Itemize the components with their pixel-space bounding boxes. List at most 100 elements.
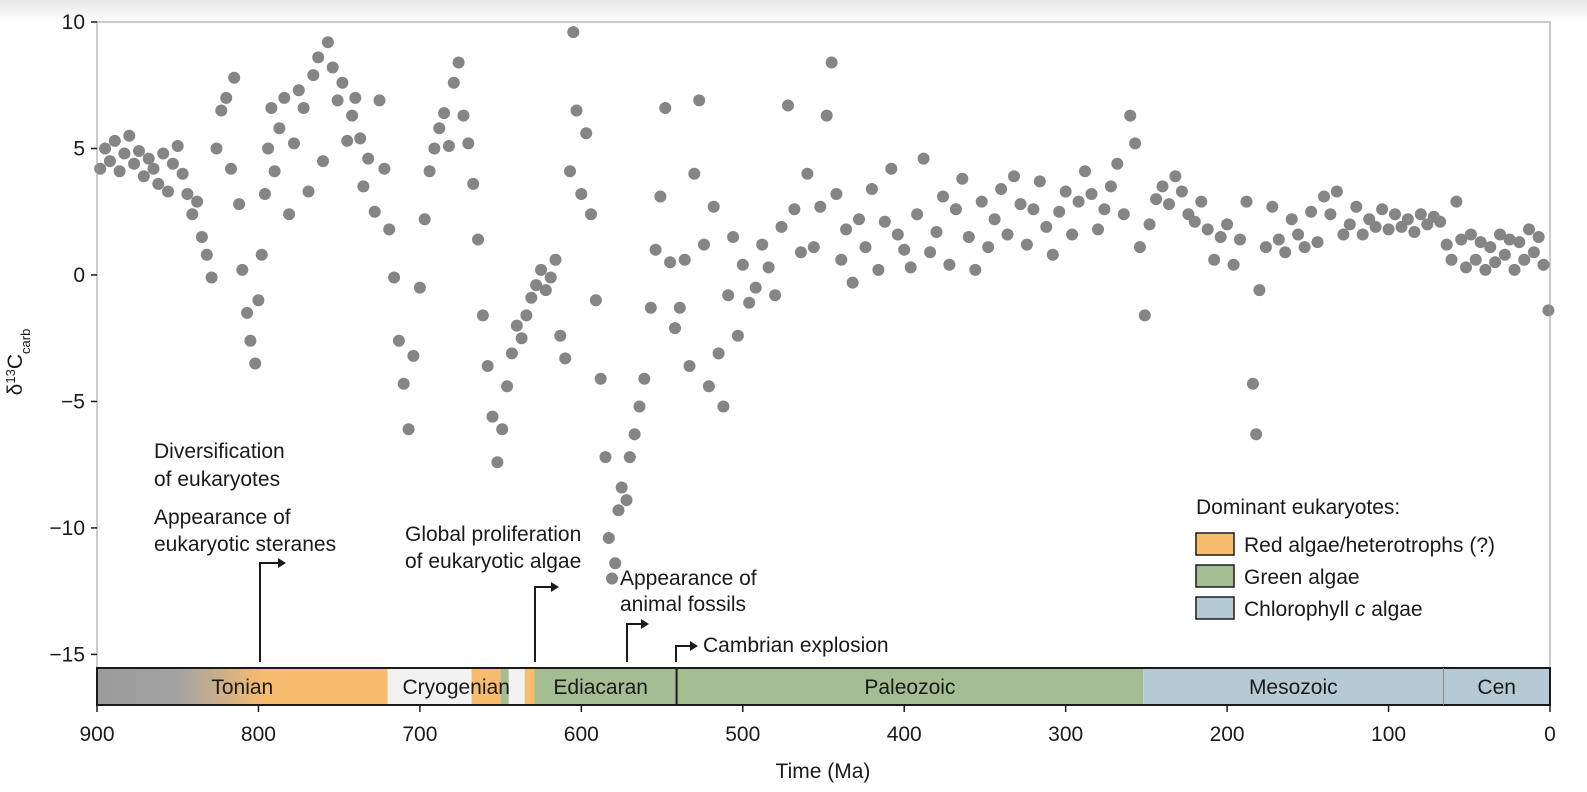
data-point-197 xyxy=(1111,157,1124,170)
data-point-47 xyxy=(307,69,320,82)
data-point-4 xyxy=(113,165,126,178)
data-point-221 xyxy=(1253,284,1266,297)
data-point-97 xyxy=(549,253,562,266)
data-point-242 xyxy=(1389,208,1401,221)
legend-title: Dominant eukaryotes: xyxy=(1196,496,1400,519)
x-axis-title: Time (Ma) xyxy=(776,760,871,783)
data-point-88 xyxy=(505,347,518,360)
data-point-155 xyxy=(840,223,853,236)
data-point-167 xyxy=(917,152,930,165)
data-point-245 xyxy=(1408,226,1421,238)
data-point-49 xyxy=(317,155,329,168)
data-point-260 xyxy=(1489,256,1502,269)
data-point-145 xyxy=(782,99,794,112)
data-point-187 xyxy=(1046,248,1059,261)
data-point-165 xyxy=(904,261,917,274)
data-point-82 xyxy=(476,309,489,322)
data-point-40 xyxy=(273,122,286,135)
data-point-212 xyxy=(1201,223,1214,236)
data-point-207 xyxy=(1169,170,1182,183)
data-point-180 xyxy=(1001,228,1014,241)
data-point-99 xyxy=(559,352,572,365)
data-point-203 xyxy=(1143,218,1156,231)
data-point-173 xyxy=(956,172,969,185)
data-point-31 xyxy=(241,306,254,319)
data-point-48 xyxy=(312,51,325,64)
data-point-70 xyxy=(418,213,431,226)
data-point-158 xyxy=(859,241,872,254)
data-point-113 xyxy=(615,481,628,494)
data-point-240 xyxy=(1376,203,1389,216)
data-point-134 xyxy=(717,400,730,413)
annotation-4: Global proliferation xyxy=(405,523,581,546)
data-point-30 xyxy=(236,263,249,276)
data-point-184 xyxy=(1027,203,1040,216)
x-tick-label-1: 800 xyxy=(241,723,276,746)
data-point-267 xyxy=(1523,223,1535,236)
data-point-210 xyxy=(1188,215,1201,228)
y-axis-ticks: 10 5 0 −5 −10 −15 xyxy=(49,11,97,666)
data-point-154 xyxy=(835,253,848,266)
data-point-133 xyxy=(712,347,725,360)
data-point-195 xyxy=(1098,203,1111,216)
data-point-0 xyxy=(94,162,107,175)
data-point-95 xyxy=(539,284,552,297)
data-point-156 xyxy=(846,276,859,289)
data-point-5 xyxy=(118,147,131,160)
data-point-54 xyxy=(341,134,354,147)
data-point-65 xyxy=(392,334,405,347)
data-point-109 xyxy=(602,532,615,544)
data-point-205 xyxy=(1156,180,1169,193)
data-point-160 xyxy=(872,263,885,276)
data-point-185 xyxy=(1033,175,1046,188)
data-point-120 xyxy=(649,243,662,256)
data-point-215 xyxy=(1221,218,1234,231)
data-point-93 xyxy=(530,279,543,292)
data-point-46 xyxy=(302,185,315,198)
data-point-150 xyxy=(814,200,827,213)
data-point-7 xyxy=(128,157,141,170)
data-point-26 xyxy=(220,91,233,104)
data-point-268 xyxy=(1527,246,1540,259)
data-point-130 xyxy=(698,238,710,251)
data-point-39 xyxy=(268,165,281,178)
data-point-241 xyxy=(1382,223,1395,236)
data-point-198 xyxy=(1117,208,1130,221)
data-point-14 xyxy=(162,185,174,198)
period-ediacaran-label: Ediacaran xyxy=(553,676,648,699)
data-point-83 xyxy=(481,360,494,372)
data-point-127 xyxy=(683,360,696,372)
data-point-74 xyxy=(438,107,451,120)
data-point-36 xyxy=(258,188,271,200)
data-point-175 xyxy=(969,263,982,276)
data-point-35 xyxy=(255,248,268,261)
data-point-71 xyxy=(423,165,436,178)
x-tick-label-4: 500 xyxy=(725,723,760,746)
sterane-arrow-head xyxy=(278,558,286,568)
legend-label-1: Green algae xyxy=(1244,566,1360,589)
annotation-3: eukaryotic steranes xyxy=(154,533,336,556)
data-point-172 xyxy=(949,203,962,216)
data-point-11 xyxy=(147,162,160,175)
data-point-136 xyxy=(727,231,740,243)
data-point-80 xyxy=(467,177,480,190)
data-point-98 xyxy=(554,329,567,342)
period-cen-band xyxy=(1443,668,1550,705)
animal-fossils-arrow-head xyxy=(641,619,649,629)
data-point-132 xyxy=(707,200,720,213)
data-point-78 xyxy=(457,109,470,122)
data-point-177 xyxy=(982,241,995,254)
y-tick-label-0: 10 xyxy=(62,11,85,34)
data-point-23 xyxy=(205,271,218,284)
legend-swatch-1 xyxy=(1195,564,1235,588)
data-point-115 xyxy=(623,451,636,464)
data-point-108 xyxy=(599,451,612,464)
cryogenian-red-band xyxy=(471,668,501,705)
data-point-234 xyxy=(1337,228,1350,241)
data-point-138 xyxy=(736,258,749,271)
data-point-1 xyxy=(99,142,112,155)
sterane-arrow xyxy=(259,562,280,662)
data-point-45 xyxy=(297,102,310,114)
data-point-236 xyxy=(1350,200,1363,213)
data-point-229 xyxy=(1305,205,1318,218)
